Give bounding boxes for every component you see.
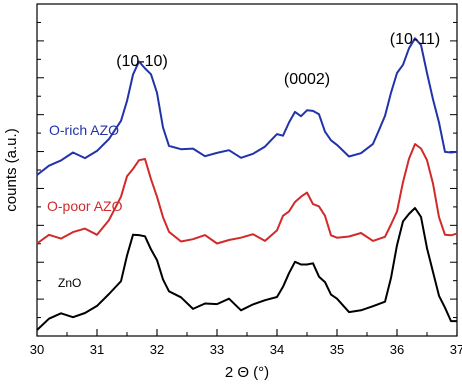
- x-tick-label: 35: [330, 342, 344, 357]
- series-line-o-rich-azo: [36, 37, 458, 176]
- x-tick-label: 34: [270, 342, 284, 357]
- x-tick-label: 32: [150, 342, 164, 357]
- peak-label: (10-10): [116, 53, 168, 70]
- x-tick-label: 31: [90, 342, 104, 357]
- series-group: [36, 37, 458, 331]
- x-tick-label: 30: [30, 342, 44, 357]
- series-label: ZnO: [58, 276, 81, 290]
- series-line-o-poor-azo: [36, 143, 458, 245]
- series-label: O-poor AZO: [47, 198, 123, 214]
- x-tick-label: 33: [210, 342, 224, 357]
- plot-frame: [36, 3, 458, 337]
- x-tick-label: 37: [450, 342, 462, 357]
- y-axis-label: counts (a.u.): [3, 128, 20, 211]
- y-axis-ticks: [37, 3, 457, 337]
- peak-label: (0002): [284, 71, 330, 88]
- series-label: O-rich AZO: [49, 122, 119, 138]
- series-labels: O-rich AZO O-poor AZO ZnO: [47, 122, 123, 290]
- peak-annotations: (10-10) (0002) (10-11): [116, 31, 440, 88]
- peak-label: (10-11): [390, 31, 440, 48]
- x-axis-label: 2 Θ (°): [225, 364, 269, 381]
- x-axis-ticks: 30 31 32 33 34 35 36 37: [30, 329, 462, 357]
- x-tick-label: 36: [390, 342, 404, 357]
- series-line-zno: [36, 207, 457, 331]
